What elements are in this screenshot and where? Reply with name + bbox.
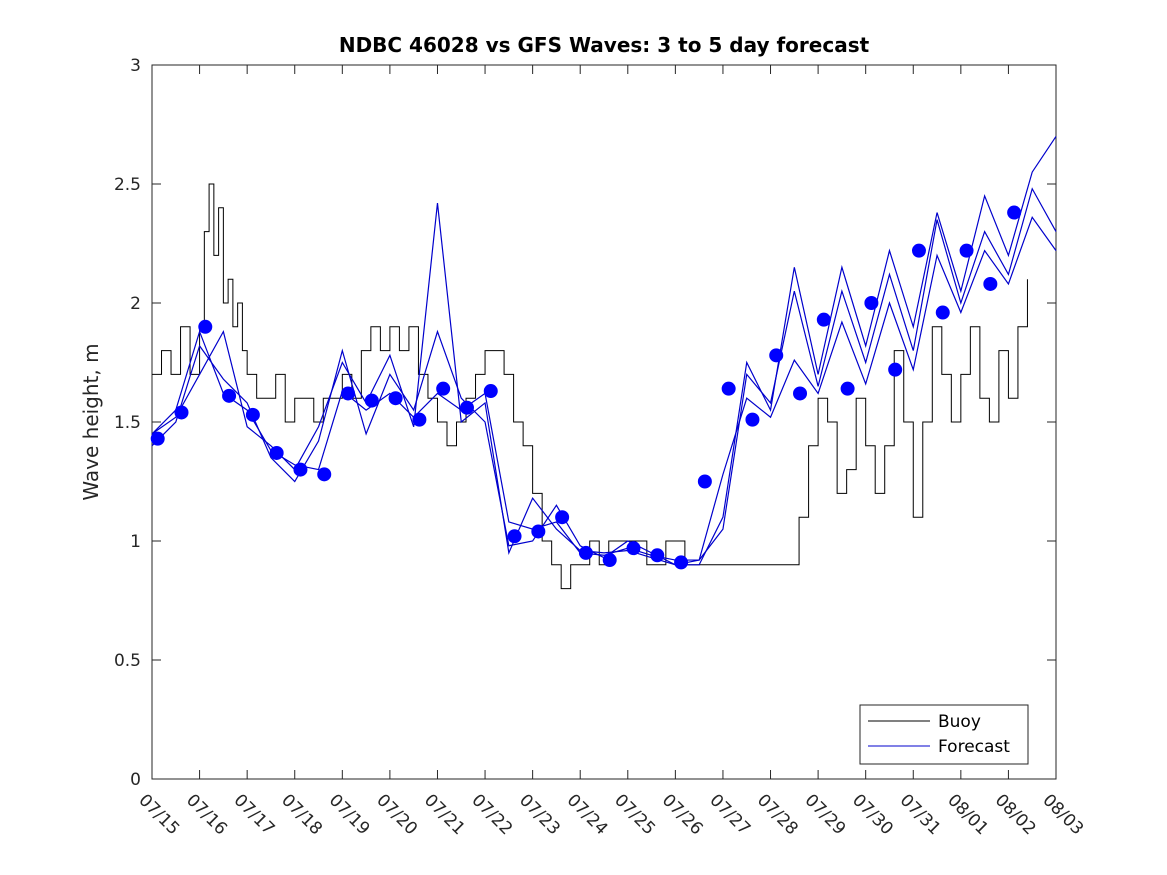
forecast-marker bbox=[483, 384, 498, 399]
buoy-line bbox=[152, 183, 1028, 590]
forecast-marker bbox=[626, 541, 641, 556]
forecast-marker bbox=[959, 243, 974, 258]
forecast-marker bbox=[721, 381, 736, 396]
forecast-marker bbox=[531, 524, 546, 539]
forecast-marker bbox=[293, 462, 308, 477]
forecast-marker bbox=[650, 548, 665, 563]
forecast-marker bbox=[388, 391, 403, 406]
forecast-marker bbox=[840, 381, 855, 396]
forecast-marker bbox=[364, 393, 379, 408]
y-tick-label: 1 bbox=[130, 532, 141, 552]
forecast-marker bbox=[198, 319, 213, 334]
forecast-marker bbox=[745, 412, 760, 427]
forecast-marker bbox=[459, 400, 474, 415]
plot-area bbox=[150, 64, 1057, 780]
forecast-marker bbox=[602, 553, 617, 568]
y-tick-label: 2 bbox=[130, 294, 141, 314]
forecast-marker bbox=[245, 407, 260, 422]
y-tick-label: 3 bbox=[130, 56, 141, 76]
y-tick-label: 0.5 bbox=[114, 651, 141, 671]
forecast-marker bbox=[578, 545, 593, 560]
legend-buoy-label: Buoy bbox=[938, 712, 981, 732]
forecast-marker bbox=[793, 386, 808, 401]
forecast-marker bbox=[222, 388, 237, 403]
forecast-marker bbox=[174, 405, 189, 420]
forecast-marker bbox=[888, 362, 903, 377]
forecast-marker bbox=[911, 243, 926, 258]
forecast-marker bbox=[507, 529, 522, 544]
forecast-marker bbox=[935, 305, 950, 320]
y-axis-label: Wave height, m bbox=[79, 343, 103, 500]
forecast-marker bbox=[150, 431, 165, 446]
forecast-marker bbox=[436, 381, 451, 396]
forecast-marker bbox=[1007, 205, 1022, 220]
forecast-marker bbox=[769, 348, 784, 363]
legend-forecast-label: Forecast bbox=[938, 737, 1010, 757]
y-tick-label: 2.5 bbox=[114, 175, 141, 195]
y-tick-label: 0 bbox=[130, 770, 141, 790]
forecast-marker bbox=[983, 276, 998, 291]
y-tick-label: 1.5 bbox=[114, 413, 141, 433]
forecast-marker bbox=[269, 445, 284, 460]
forecast-line bbox=[151, 136, 1057, 566]
forecast-marker bbox=[816, 312, 831, 327]
chart-title: NDBC 46028 vs GFS Waves: 3 to 5 day fore… bbox=[339, 33, 870, 57]
legend: Buoy Forecast bbox=[859, 704, 1029, 765]
forecast-marker bbox=[317, 467, 332, 482]
forecast-marker bbox=[341, 386, 356, 401]
forecast-marker bbox=[674, 555, 689, 570]
y-axis: 0 0.5 1 1.5 2 2.5 3 bbox=[114, 56, 1056, 790]
forecast-marker bbox=[697, 474, 712, 489]
legend-box bbox=[859, 704, 1029, 765]
forecast-marker bbox=[555, 510, 570, 525]
forecast-marker bbox=[864, 296, 879, 310]
forecast-marker bbox=[412, 412, 427, 427]
